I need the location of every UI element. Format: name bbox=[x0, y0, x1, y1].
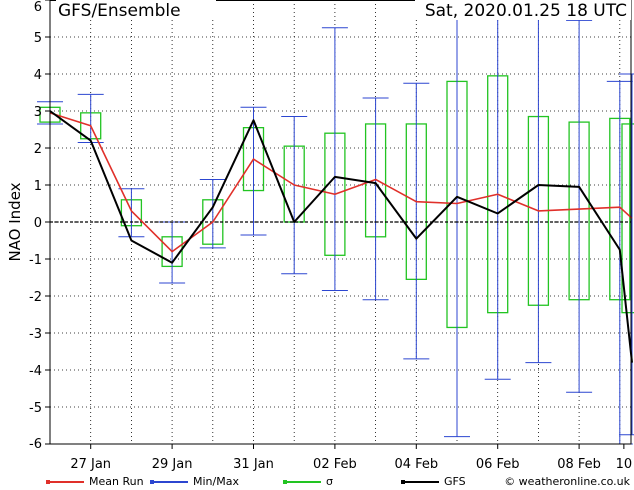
x-tick-label: 08 Feb bbox=[557, 457, 601, 472]
credit-label: © weatheronline.co.uk bbox=[504, 475, 630, 488]
sigma-boxes bbox=[39, 75, 634, 329]
y-tick-label: -4 bbox=[29, 364, 42, 379]
y-tick-label: -5 bbox=[29, 401, 42, 416]
y-tick-label: 5 bbox=[34, 31, 42, 46]
run-date-label: Sat, 2020.01.25 18 UTC bbox=[425, 1, 627, 21]
x-tick-label: 31 Jan bbox=[233, 457, 274, 472]
y-axis-ticks: -6 -5 -4 -3 -2 -1 0 1 2 3 4 5 6 bbox=[29, 0, 50, 452]
legend-marker-gfs bbox=[401, 480, 405, 484]
y-tick-label: 6 bbox=[34, 0, 42, 15]
y-tick-label: 4 bbox=[34, 68, 42, 83]
legend-label-mean: Mean Run bbox=[89, 475, 144, 488]
x-tick-label: 29 Jan bbox=[152, 457, 193, 472]
minmax-bars bbox=[37, 0, 634, 445]
x-tick-label: 02 Feb bbox=[313, 457, 357, 472]
chart-title: GFS/Ensemble bbox=[58, 1, 181, 21]
legend-marker-minmax bbox=[150, 480, 154, 484]
legend-marker-sigma bbox=[283, 480, 287, 484]
legend-label-gfs: GFS bbox=[444, 475, 466, 488]
x-tick-label: 27 Jan bbox=[70, 457, 111, 472]
y-tick-label: -6 bbox=[29, 437, 42, 452]
y-tick-label: 2 bbox=[34, 142, 42, 157]
x-tick-label: 04 Feb bbox=[394, 457, 438, 472]
y-tick-label: -3 bbox=[29, 327, 42, 342]
x-axis-ticks: 27 Jan 29 Jan 31 Jan 02 Feb 04 Feb 06 Feb 08 F… bbox=[70, 444, 632, 472]
date-background bbox=[415, 0, 631, 20]
legend-label-sigma: σ bbox=[326, 475, 333, 488]
mean-run-line bbox=[49, 112, 633, 253]
legend-label-minmax: Min/Max bbox=[193, 475, 239, 488]
y-axis-label: NAO Index bbox=[6, 182, 24, 261]
legend-marker-mean bbox=[46, 480, 50, 484]
series-lines bbox=[49, 110, 634, 363]
y-tick-label: -1 bbox=[29, 253, 42, 268]
title-background bbox=[56, 0, 216, 20]
x-tick-label: 10 bbox=[616, 457, 633, 472]
legend: Mean Run Min/Max σ GFS © weatheronline.co.uk bbox=[46, 475, 631, 488]
y-tick-label: 3 bbox=[34, 105, 42, 120]
y-tick-label: 1 bbox=[34, 179, 42, 194]
gfs-line bbox=[49, 110, 634, 363]
y-tick-label: -2 bbox=[29, 290, 42, 305]
y-tick-label: 0 bbox=[34, 216, 42, 231]
x-tick-label: 06 Feb bbox=[476, 457, 520, 472]
